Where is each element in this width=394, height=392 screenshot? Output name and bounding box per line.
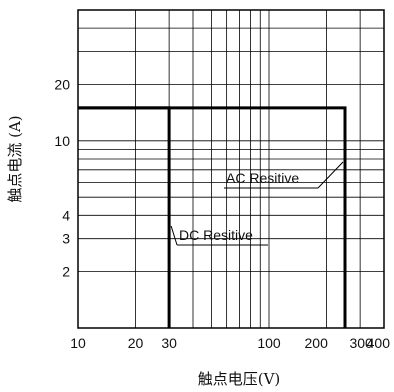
x-tick-label: 300 (349, 335, 373, 351)
y-tick-label: 10 (54, 133, 70, 149)
plot-frame (77, 9, 385, 329)
annotation-leader (170, 225, 178, 246)
x-tick-label: 200 (305, 335, 329, 351)
x-tick-label: 10 (70, 335, 86, 351)
annotation-ac-resitive: AC Resitive (226, 170, 299, 186)
y-tick-label: 2 (62, 264, 70, 280)
series-layer (78, 106, 347, 328)
series-line-ac-resitive (78, 106, 347, 328)
grid (78, 10, 384, 328)
annotation-layer: AC Resitive DC Resitive (170, 161, 344, 246)
x-axis-label: 触点电压(V) (198, 370, 281, 388)
x-tick-label: 30 (161, 335, 177, 351)
y-tick-label: 20 (54, 76, 70, 92)
annotation-dc-resitive: DC Resitive (179, 227, 253, 243)
x-tick-label: 100 (257, 335, 281, 351)
x-tick-label: 400 (367, 335, 391, 351)
x-tick-label: 20 (128, 335, 144, 351)
y-tick-labels: 2 3 4 10 20 (54, 76, 70, 279)
y-axis-label: 触点电流 (A) (6, 115, 24, 202)
y-tick-label: 3 (62, 231, 70, 247)
annotation-leader (317, 161, 344, 189)
y-tick-label: 4 (62, 207, 70, 223)
